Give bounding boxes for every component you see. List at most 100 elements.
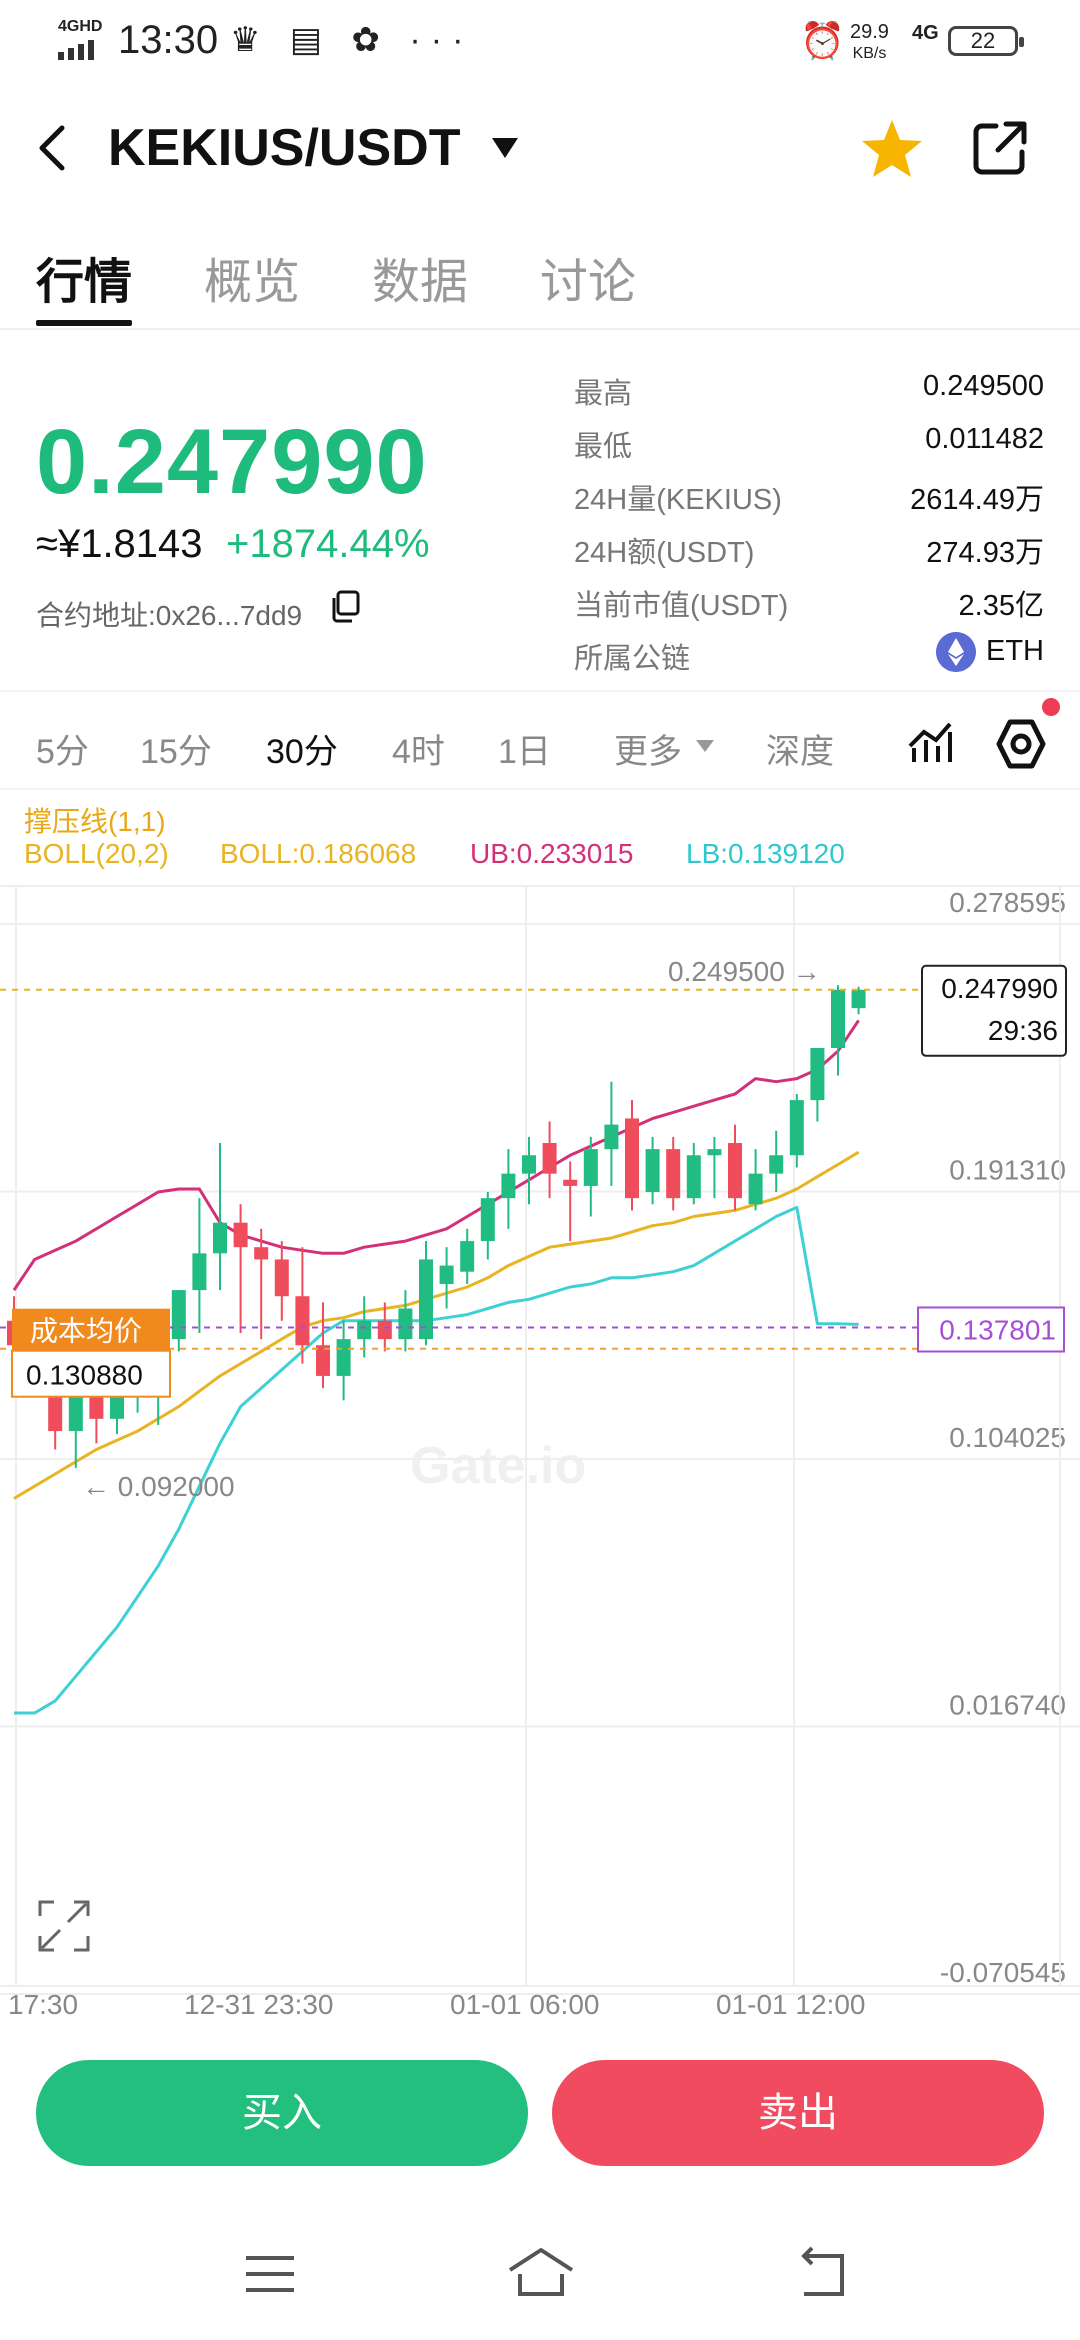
candle-body [274,1259,289,1297]
tabs-divider [0,328,1080,330]
interval-more[interactable]: 更多 [614,733,682,771]
boll-ub-line [12,1019,860,1291]
candle-body [336,1339,351,1376]
last-price: 0.247990 [36,411,428,513]
candle-body [377,1320,392,1340]
boll-lb-legend: LB:0.139120 [686,838,845,869]
share-icon[interactable] [970,118,1030,178]
price-change: +1874.44% [226,522,430,566]
eth-icon [936,632,976,672]
y-tick-label: 0.191310 [949,1155,1066,1186]
interval-4h[interactable]: 4时 [392,733,445,771]
battery-icon: 22 [948,26,1024,56]
home-nav-icon[interactable] [506,2244,576,2304]
candle-body [686,1155,701,1199]
candle-body [501,1173,516,1199]
more-caret-icon [696,740,714,752]
sell-button[interactable]: 卖出 [552,2060,1044,2166]
favorite-star-icon[interactable] [860,118,924,180]
candle-body [439,1265,454,1284]
tab-discussion[interactable]: 讨论 [540,256,637,309]
candle-body [748,1173,763,1205]
candle-body [460,1241,475,1272]
candle-body [110,1394,124,1419]
candle-body [357,1320,372,1340]
interval-15m[interactable]: 15分 [140,733,212,771]
cost-tag-box [917,1306,1065,1353]
candle-body [563,1179,578,1186]
stat-marketcap-value: 2.35亿 [958,590,1044,622]
y-tick-label: -0.070545 [940,1957,1066,1988]
notification-dot [1042,698,1060,716]
depth-tab[interactable]: 深度 [766,733,834,771]
status-bar: 4GHD 13:30 ♛ ▤ ✿ ··· ⏰ 29.9 KB/s 4G 22 [0,0,1080,84]
cost-tag-value: 0.137801 [939,1314,1056,1345]
stat-high-label: 最高 [574,378,633,410]
tab-overview[interactable]: 概览 [204,256,301,309]
candle-body [851,989,866,1009]
candle-body [213,1222,227,1254]
candle-body [769,1155,784,1174]
clock: 13:30 [118,18,219,62]
notification-icons: ♛ ▤ ✿ ··· [230,21,474,59]
boll-ub-legend: UB:0.233015 [470,838,634,869]
candle-body [666,1149,681,1199]
stat-volume-label: 24H量(KEKIUS) [574,484,782,516]
y-tick-label: 0.278595 [949,887,1066,918]
stat-volume-value: 2614.49万 [910,484,1044,516]
indicator-icon[interactable] [906,718,954,770]
stat-low-value: 0.011482 [925,423,1044,455]
stat-low-label: 最低 [574,431,633,463]
interval-1d[interactable]: 1日 [498,733,551,771]
interval-divider [0,788,1080,790]
candle-body [398,1308,413,1340]
cost-value-text: 0.130880 [26,1360,143,1391]
last-price-box-value: 0.247990 [941,973,1058,1004]
candle-body [542,1142,557,1174]
copy-icon[interactable] [328,590,362,624]
y-tick-label: 0.104025 [949,1422,1066,1453]
candle-body [583,1149,598,1186]
signal-bars-icon [58,40,94,60]
pair-title[interactable]: KEKIUS/USDT [108,119,461,177]
candle-body [419,1259,433,1340]
candle-body [316,1345,330,1376]
boll-lb-line [14,1205,859,1715]
boll-mid-line [13,1150,860,1500]
candle-body [810,1047,825,1101]
back-arrow-icon[interactable] [32,118,72,178]
candle-body [295,1296,310,1346]
interval-30m[interactable]: 30分 [266,733,338,771]
stat-marketcap-label: 当前市值(USDT) [574,590,789,622]
net-speed: 29.9 KB/s [850,21,889,62]
settings-icon[interactable] [996,718,1046,770]
stat-chain-label: 所属公链 [574,643,691,675]
high-price-label: 0.249500 → [668,956,821,987]
boll-name-legend: BOLL(20,2) [24,838,169,869]
watermark: Gate.io [410,1437,587,1495]
pair-dropdown-icon[interactable] [492,138,518,158]
buy-button[interactable]: 买入 [36,2060,528,2166]
contract-address: 合约地址:0x26...7dd9 [36,600,303,631]
stat-high-value: 0.249500 [923,370,1044,402]
tab-market[interactable]: 行情 [36,256,133,309]
candlestick-chart[interactable]: 0.278595 0.191310 0.104025 0.016740 -0.07054… [0,876,1080,2016]
candle-body [604,1124,619,1150]
candle-body [254,1247,269,1260]
cost-value-box [11,1349,171,1398]
cny-price: ≈¥1.8143 [36,522,203,566]
boll-mid-legend: BOLL:0.186068 [220,838,417,869]
network-type: 4GHD [58,18,103,35]
stat-chain-value: ETH [986,635,1044,667]
signal-4g: 4G [912,22,939,44]
back-nav-icon[interactable] [792,2244,852,2304]
x-tick-label: 01-01 06:00 [450,1989,599,2016]
support-resistance-legend: 撑压线(1,1) [24,806,166,837]
interval-5m[interactable]: 5分 [36,733,89,771]
fullscreen-icon[interactable] [38,1900,90,1952]
menu-nav-icon[interactable] [240,2244,300,2304]
tab-data[interactable]: 数据 [372,256,469,309]
candle-body [728,1142,742,1199]
alarm-icon: ⏰ [800,20,845,61]
countdown-label: 29:36 [988,1015,1058,1046]
